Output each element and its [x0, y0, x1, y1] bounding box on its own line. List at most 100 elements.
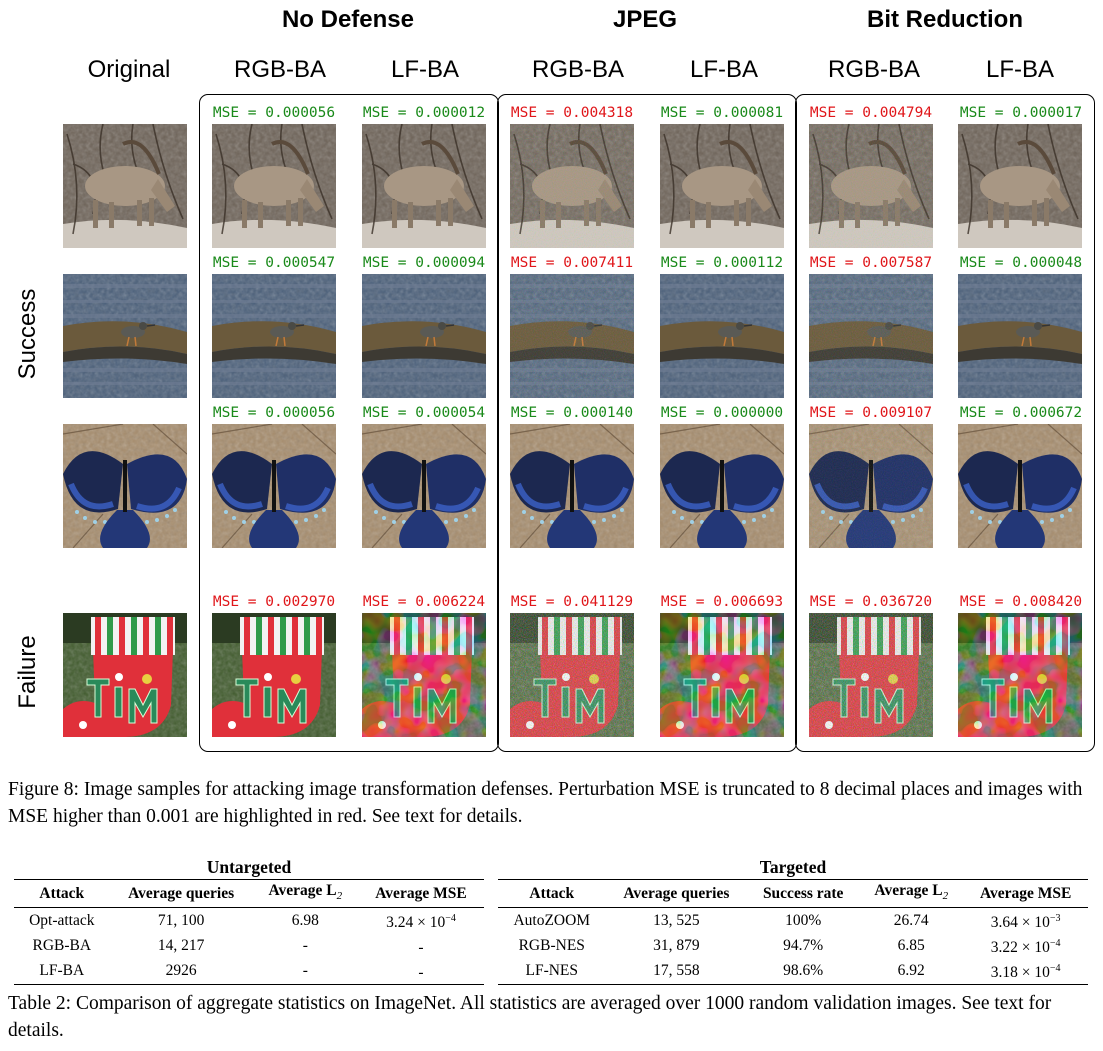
mse-label: MSE = 0.000112	[660, 255, 784, 271]
col-header-rgb-ba: RGB-BA	[827, 56, 920, 83]
cell-success: 98.6%	[747, 958, 860, 985]
cell-l2: 6.85	[897, 937, 925, 955]
cell-queries: 71, 100	[157, 912, 205, 930]
cell-attack: RGB-BA	[32, 937, 92, 955]
mse-label: MSE = 0.000081	[660, 105, 784, 121]
image-bit-lf-ba-stocking	[958, 613, 1082, 737]
figure-caption: Figure 8: Image samples for attacking im…	[8, 779, 1083, 827]
group-box-no-defense	[199, 94, 499, 752]
image-rgb-ba-bird	[212, 274, 336, 398]
col-header-lf-ba: LF-BA	[689, 56, 758, 83]
table-caption: Table 2: Comparison of aggregate statist…	[8, 993, 1052, 1041]
mse-label: MSE = 0.000012	[362, 105, 486, 121]
image-lf-ba-ibex	[362, 124, 486, 248]
row-label-failure: Failure	[14, 635, 41, 709]
untargeted-table: Untargeted Attack Average queries Averag…	[14, 857, 484, 985]
mse-label: MSE = 0.036720	[809, 594, 933, 610]
untargeted-title: Untargeted	[14, 857, 484, 880]
targeted-title: Targeted	[498, 857, 1088, 880]
image-jpeg-lf-ba-ibex	[660, 124, 784, 248]
cell-mse: -	[418, 939, 424, 957]
group-box-bit-reduction	[795, 94, 1095, 752]
cell-attack: AutoZOOM	[513, 912, 591, 930]
mse-label: MSE = 0.000056	[212, 105, 336, 121]
image-lf-ba-stocking	[362, 613, 486, 737]
image-jpeg-lf-ba-butterfly	[660, 424, 784, 548]
group-title-no-defense: No Defense	[281, 6, 415, 33]
cell-mse: 3.22 × 10−4	[990, 938, 1061, 957]
cell-l2: -	[252, 958, 358, 985]
table-row: LF-NES 17, 558 98.6% 6.92 3.18 × 10−4	[498, 958, 1088, 985]
image-lf-ba-bird	[362, 274, 486, 398]
image-bit-lf-ba-bird	[958, 274, 1082, 398]
cell-queries: 2926	[109, 958, 253, 985]
th-avg-queries: Average queries	[605, 879, 748, 909]
table-row: AutoZOOM 13, 525 100% 26.74 3.64 × 10−3	[498, 908, 1088, 934]
mse-label: MSE = 0.007587	[809, 255, 933, 271]
cell-attack: Opt-attack	[29, 912, 95, 930]
image-bit-rgb-ba-stocking	[809, 613, 933, 737]
cell-success: 94.7%	[783, 937, 824, 955]
th-avg-mse: Average MSE	[357, 879, 484, 909]
cell-l2: 6.98	[291, 912, 319, 930]
mse-label: MSE = 0.000547	[212, 255, 336, 271]
image-bit-rgb-ba-ibex	[809, 124, 933, 248]
cell-mse: 3.64 × 10−3	[990, 913, 1061, 932]
table-row: RGB-NES 31, 879 94.7% 6.85 3.22 × 10−4	[498, 933, 1088, 958]
cell-queries: 13, 525	[653, 912, 700, 930]
mse-label: MSE = 0.009107	[809, 405, 933, 421]
col-header-lf-ba: LF-BA	[985, 56, 1054, 83]
image-original-bird	[63, 274, 187, 398]
mse-label: MSE = 0.002970	[212, 594, 336, 610]
col-header-original: Original	[87, 56, 171, 83]
image-jpeg-rgb-ba-stocking	[510, 613, 634, 737]
th-avg-queries: Average queries	[109, 879, 253, 909]
mse-label: MSE = 0.000672	[959, 405, 1083, 421]
cell-mse: 3.18 × 10−4	[963, 958, 1088, 985]
th-avg-mse: Average MSE	[963, 879, 1088, 909]
table-row: LF-BA 2926 - -	[14, 958, 484, 985]
cell-queries: 17, 558	[605, 958, 748, 985]
cell-l2: 6.92	[859, 958, 964, 985]
image-jpeg-lf-ba-bird	[660, 274, 784, 398]
table-row: Opt-attack 71, 100 6.98 3.24 × 10−4	[14, 908, 484, 934]
cell-mse: -	[357, 958, 484, 985]
image-rgb-ba-butterfly	[212, 424, 336, 548]
mse-label: MSE = 0.008420	[959, 594, 1083, 610]
image-jpeg-rgb-ba-ibex	[510, 124, 634, 248]
row-label-success: Success	[14, 288, 41, 380]
image-jpeg-lf-ba-stocking	[660, 613, 784, 737]
th-avg-l2: Average L2	[859, 879, 964, 909]
cell-l2: -	[302, 937, 308, 955]
targeted-table: Targeted Attack Average queries Success …	[498, 857, 1088, 985]
th-attack: Attack	[14, 879, 110, 909]
image-bit-lf-ba-butterfly	[958, 424, 1082, 548]
image-bit-rgb-ba-butterfly	[809, 424, 933, 548]
cell-attack: LF-BA	[14, 958, 110, 985]
cell-queries: 31, 879	[653, 937, 700, 955]
mse-label: MSE = 0.000140	[510, 405, 634, 421]
image-original-stocking	[63, 613, 187, 737]
image-rgb-ba-stocking	[212, 613, 336, 737]
image-original-ibex	[63, 124, 187, 248]
cell-attack: RGB-NES	[518, 937, 585, 955]
image-bit-lf-ba-ibex	[958, 124, 1082, 248]
mse-label: MSE = 0.000054	[362, 405, 486, 421]
mse-label: MSE = 0.006224	[362, 594, 486, 610]
image-lf-ba-butterfly	[362, 424, 486, 548]
cell-success: 100%	[785, 912, 822, 930]
group-title-bit-reduction: Bit Reduction	[867, 6, 1023, 33]
image-bit-rgb-ba-bird	[809, 274, 933, 398]
mse-label: MSE = 0.041129	[510, 594, 634, 610]
mse-label: MSE = 0.004794	[809, 105, 933, 121]
mse-label: MSE = 0.000017	[959, 105, 1083, 121]
mse-label: MSE = 0.004318	[510, 105, 634, 121]
mse-label: MSE = 0.006693	[660, 594, 784, 610]
image-rgb-ba-ibex	[212, 124, 336, 248]
table-row: RGB-BA 14, 217 - -	[14, 933, 484, 958]
mse-label: MSE = 0.000094	[362, 255, 486, 271]
mse-label: MSE = 0.000048	[959, 255, 1083, 271]
cell-l2: 26.74	[893, 912, 929, 930]
group-box-jpeg	[497, 94, 797, 752]
mse-label: MSE = 0.007411	[510, 255, 634, 271]
